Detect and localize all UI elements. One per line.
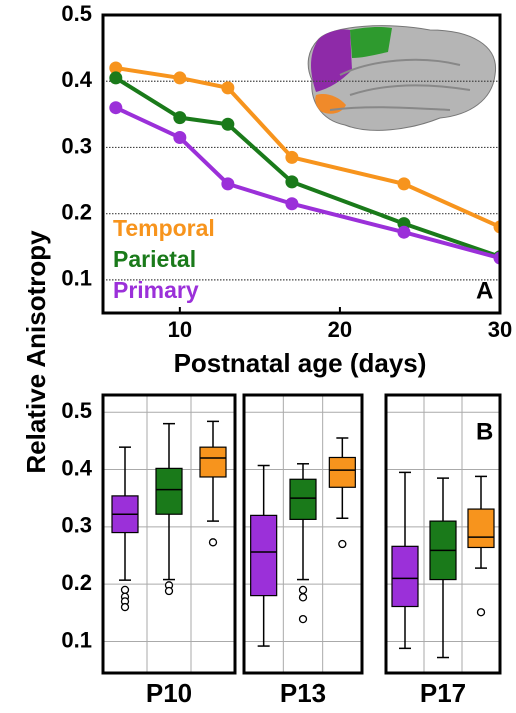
- annotation: B: [476, 418, 493, 445]
- brain-illustration: [307, 25, 497, 131]
- box: [250, 514, 278, 597]
- series-line: [114, 76, 500, 259]
- flier: [164, 586, 174, 596]
- legend-label: Primary: [113, 277, 199, 303]
- x-tick-label: 20: [328, 317, 352, 342]
- point: [173, 71, 187, 85]
- category-label: P13: [280, 678, 326, 708]
- brain-primary: [311, 29, 352, 92]
- series-line: [114, 105, 500, 260]
- panel-frame: [101, 393, 237, 675]
- box: [155, 467, 183, 515]
- y-tick-label: 0.5: [61, 398, 92, 423]
- panel-frame: [384, 393, 502, 675]
- y-tick-label: 0.5: [61, 1, 92, 26]
- flier: [298, 593, 308, 602]
- y-axis-label: Relative Anisotropy: [21, 230, 51, 474]
- x-tick-label: 30: [488, 317, 512, 342]
- legend-label: Parietal: [113, 246, 196, 272]
- legend-label: Temporal: [113, 215, 215, 241]
- flier: [120, 585, 130, 595]
- series-line: [115, 66, 500, 229]
- flier: [338, 539, 347, 549]
- panel-frame: [242, 393, 364, 675]
- point: [493, 220, 500, 234]
- point: [397, 225, 411, 239]
- box: [289, 478, 317, 520]
- point: [285, 175, 299, 189]
- point: [493, 251, 500, 265]
- y-tick-label: 0.1: [61, 627, 92, 652]
- plot-frame: [101, 13, 502, 315]
- brain-parietal: [350, 26, 392, 58]
- point: [109, 61, 123, 75]
- point: [285, 197, 299, 211]
- flier: [298, 585, 308, 595]
- flier: [208, 538, 218, 547]
- point: [397, 177, 411, 191]
- y-tick-label: 0.2: [61, 570, 92, 595]
- flier: [120, 602, 130, 612]
- point: [221, 177, 235, 191]
- point: [109, 71, 123, 85]
- flier: [298, 614, 308, 624]
- point: [285, 150, 299, 164]
- y-tick-label: 0.4: [61, 455, 92, 480]
- y-tick-label: 0.3: [61, 513, 92, 538]
- box: [328, 456, 356, 488]
- annotation: A: [476, 277, 493, 304]
- category-label: P17: [420, 678, 466, 708]
- category-label: P10: [146, 678, 192, 708]
- point: [221, 117, 235, 131]
- y-tick-label: 0.3: [61, 133, 92, 158]
- x-tick-label: 10: [168, 317, 192, 342]
- brain-folds: [329, 58, 471, 111]
- point: [173, 111, 187, 125]
- flier: [476, 608, 486, 617]
- point: [109, 101, 123, 115]
- point: [173, 131, 187, 145]
- box: [467, 508, 495, 549]
- y-tick-label: 0.4: [61, 67, 92, 92]
- point: [221, 81, 235, 95]
- y-tick-label: 0.2: [61, 199, 92, 224]
- box: [391, 545, 419, 608]
- x-axis-label: Postnatal age (days): [174, 348, 427, 378]
- box: [199, 446, 227, 478]
- y-tick-label: 0.1: [61, 266, 92, 291]
